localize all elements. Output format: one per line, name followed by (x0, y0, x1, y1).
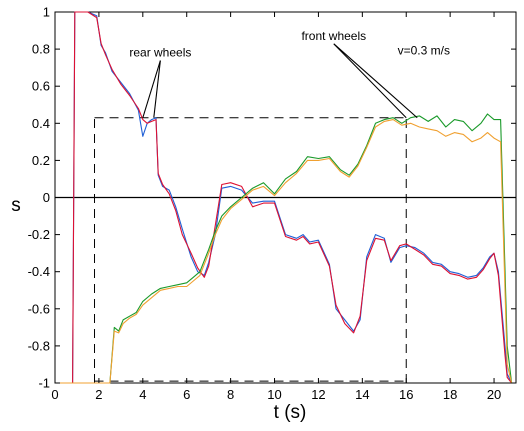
green-series-line (55, 113, 516, 384)
annotations: rear wheels front wheels v=0.3 m/s (129, 29, 450, 119)
y-tick-label: 0.2 (32, 153, 50, 168)
x-tick-label: 2 (95, 387, 102, 402)
x-tick-label: 4 (139, 387, 146, 402)
annotation-arrow (333, 43, 407, 119)
y-tick-label: -1 (38, 376, 50, 391)
axis-ticks: 0 2 4 6 8 10 12 14 16 18 20 -1 -0.8 -0.6 -0.4 -0.2 0 0.2 0… (28, 5, 516, 402)
annotation-label: v=0.3 m/s (398, 44, 450, 58)
reference-lines (55, 117, 516, 383)
y-axis-label: s (11, 195, 21, 216)
series-lines (55, 11, 516, 384)
y-tick-label: 1 (43, 5, 50, 20)
annotation-arrow (153, 60, 161, 118)
y-tick-label: -0.2 (28, 227, 50, 242)
annotation-label: front wheels (301, 29, 366, 43)
annotation-arrow (333, 43, 418, 119)
x-tick-label: 20 (487, 387, 501, 402)
y-tick-label: 0.4 (32, 116, 50, 131)
x-axis-label: t (s) (274, 402, 307, 423)
y-tick-label: -0.4 (28, 264, 50, 279)
y-tick-label: 0.6 (32, 79, 50, 94)
x-tick-label: 10 (267, 387, 281, 402)
x-tick-label: 8 (227, 387, 234, 402)
red-series-line (55, 11, 516, 384)
y-tick-label: 0 (43, 190, 50, 205)
x-tick-label: 18 (443, 387, 457, 402)
x-tick-label: 14 (355, 387, 369, 402)
x-tick-label: 6 (183, 387, 190, 402)
orange-series-line (55, 119, 516, 384)
x-tick-label: 12 (311, 387, 325, 402)
y-tick-label: -0.6 (28, 301, 50, 316)
annotation-label: rear wheels (129, 46, 191, 60)
x-tick-label: 0 (51, 387, 58, 402)
x-tick-label: 16 (399, 387, 413, 402)
y-tick-label: -0.8 (28, 338, 50, 353)
y-tick-label: 0.8 (32, 42, 50, 57)
annotation-arrow (142, 60, 161, 118)
